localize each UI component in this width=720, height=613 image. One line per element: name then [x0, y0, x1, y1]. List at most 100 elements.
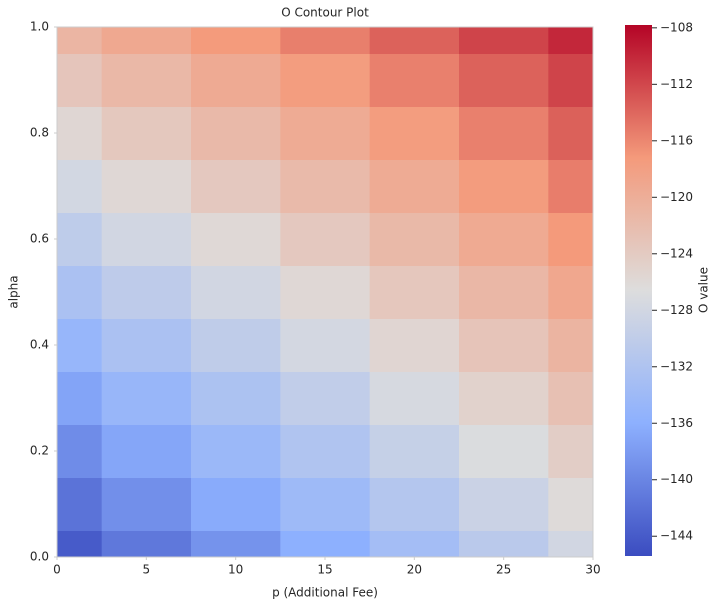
contour-cell	[101, 106, 192, 160]
contour-cell	[191, 106, 281, 160]
contour-cell	[280, 106, 371, 160]
contour-cell	[369, 371, 460, 425]
contour-cell	[57, 53, 103, 107]
contour-cell	[280, 318, 371, 372]
colorbar-label: O value	[697, 267, 711, 313]
colorbar-tick-label: −144	[660, 529, 693, 543]
contour-cell	[191, 318, 281, 372]
contour-cell	[459, 212, 549, 266]
contour-cell	[548, 424, 593, 478]
x-tick-label: 5	[143, 563, 151, 577]
contour-cell	[459, 424, 549, 478]
contour-cell	[369, 477, 460, 531]
contour-cell	[191, 477, 281, 531]
contour-cell	[191, 53, 281, 107]
contour-cell	[280, 265, 371, 319]
colorbar-tick-label: −132	[660, 359, 693, 373]
contour-cell	[57, 318, 103, 372]
contour-cell	[548, 106, 593, 160]
colorbar-tick-label: −124	[660, 246, 693, 260]
contour-cell	[459, 106, 549, 160]
contour-cell	[369, 212, 460, 266]
contour-cell	[191, 27, 281, 54]
contour-cell	[369, 159, 460, 213]
contour-cell	[280, 371, 371, 425]
contour-cell	[191, 265, 281, 319]
contour-cell	[548, 371, 593, 425]
colorbar-tick-label: −108	[660, 20, 693, 34]
x-axis-label: p (Additional Fee)	[272, 586, 378, 600]
chart-title: O Contour Plot	[281, 6, 369, 20]
contour-cell	[191, 159, 281, 213]
contour-cell	[57, 371, 103, 425]
y-tick-label: 0.8	[30, 126, 49, 140]
contour-cell	[101, 265, 192, 319]
contour-cell	[280, 530, 371, 557]
contour-cell	[101, 212, 192, 266]
contour-cell	[369, 106, 460, 160]
contour-cell	[459, 318, 549, 372]
contour-cell	[57, 265, 103, 319]
x-tick-label: 30	[585, 563, 600, 577]
contour-cell	[548, 477, 593, 531]
contour-cell	[369, 53, 460, 107]
contour-cell	[280, 477, 371, 531]
x-tick-label: 15	[317, 563, 332, 577]
contour-cell	[548, 159, 593, 213]
contour-cell	[280, 53, 371, 107]
contour-cell	[459, 371, 549, 425]
contour-cell	[369, 424, 460, 478]
contour-cell	[459, 530, 549, 557]
contour-cell	[101, 318, 192, 372]
colorbar-tick-label: −136	[660, 416, 693, 430]
colorbar	[625, 25, 652, 556]
x-tick-label: 25	[496, 563, 511, 577]
y-tick-label: 1.0	[30, 20, 49, 34]
y-tick-label: 0.0	[30, 550, 49, 564]
contour-cell	[57, 477, 103, 531]
contour-cell	[191, 530, 281, 557]
x-tick-label: 10	[228, 563, 243, 577]
contour-cell	[101, 159, 192, 213]
contour-cell	[548, 265, 593, 319]
contour-cell	[101, 27, 192, 54]
contour-cell	[280, 212, 371, 266]
contour-cell	[369, 27, 460, 54]
contour-cell	[101, 371, 192, 425]
y-tick-label: 0.2	[30, 444, 49, 458]
x-tick-label: 0	[53, 563, 61, 577]
y-tick-label: 0.6	[30, 232, 49, 246]
contour-cell	[459, 477, 549, 531]
contour-cell	[459, 27, 549, 54]
contour-cell	[548, 212, 593, 266]
contour-cell	[548, 530, 593, 557]
contour-cell	[191, 371, 281, 425]
contour-cell	[280, 159, 371, 213]
contour-cell	[459, 265, 549, 319]
colorbar-tick-label: −116	[660, 133, 693, 147]
contour-cell	[101, 424, 192, 478]
contour-cell	[459, 159, 549, 213]
contour-cell	[57, 530, 103, 557]
contour-cell	[459, 53, 549, 107]
contour-cell	[191, 212, 281, 266]
contour-cell	[57, 212, 103, 266]
contour-fill	[57, 27, 593, 557]
contour-cell	[369, 318, 460, 372]
y-tick-label: 0.4	[30, 338, 49, 352]
contour-cell	[57, 424, 103, 478]
contour-cell	[101, 530, 192, 557]
contour-cell	[548, 27, 593, 54]
contour-cell	[101, 53, 192, 107]
contour-cell	[57, 159, 103, 213]
contour-cell	[101, 477, 192, 531]
colorbar-tick-label: −120	[660, 190, 693, 204]
contour-cell	[191, 424, 281, 478]
colorbar-tick-label: −140	[660, 472, 693, 486]
contour-cell	[280, 424, 371, 478]
contour-cell	[280, 27, 371, 54]
contour-cell	[57, 27, 103, 54]
contour-cell	[369, 530, 460, 557]
contour-cell	[57, 106, 103, 160]
